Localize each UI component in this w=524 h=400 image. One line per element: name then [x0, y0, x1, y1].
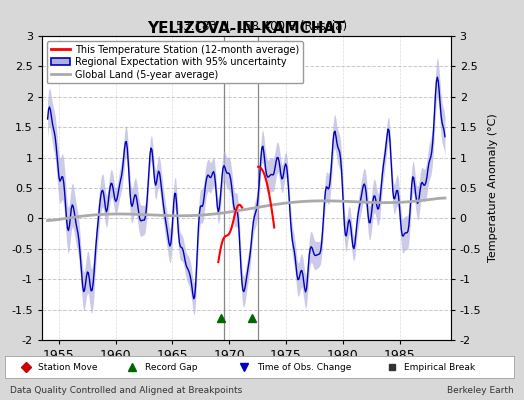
Text: Empirical Break: Empirical Break — [404, 362, 475, 372]
Text: Record Gap: Record Gap — [145, 362, 198, 372]
Text: 53.183 N, 158.400 E (Russia): 53.183 N, 158.400 E (Russia) — [177, 20, 347, 33]
Legend: This Temperature Station (12-month average), Regional Expectation with 95% uncer: This Temperature Station (12-month avera… — [47, 41, 303, 84]
Y-axis label: Temperature Anomaly (°C): Temperature Anomaly (°C) — [488, 114, 498, 262]
Title: YELIZOVA-IN-KAMCHAT: YELIZOVA-IN-KAMCHAT — [147, 21, 345, 36]
Text: Data Quality Controlled and Aligned at Breakpoints: Data Quality Controlled and Aligned at B… — [10, 386, 243, 395]
Text: Station Move: Station Move — [38, 362, 98, 372]
Text: Berkeley Earth: Berkeley Earth — [447, 386, 514, 395]
Text: Time of Obs. Change: Time of Obs. Change — [257, 362, 351, 372]
